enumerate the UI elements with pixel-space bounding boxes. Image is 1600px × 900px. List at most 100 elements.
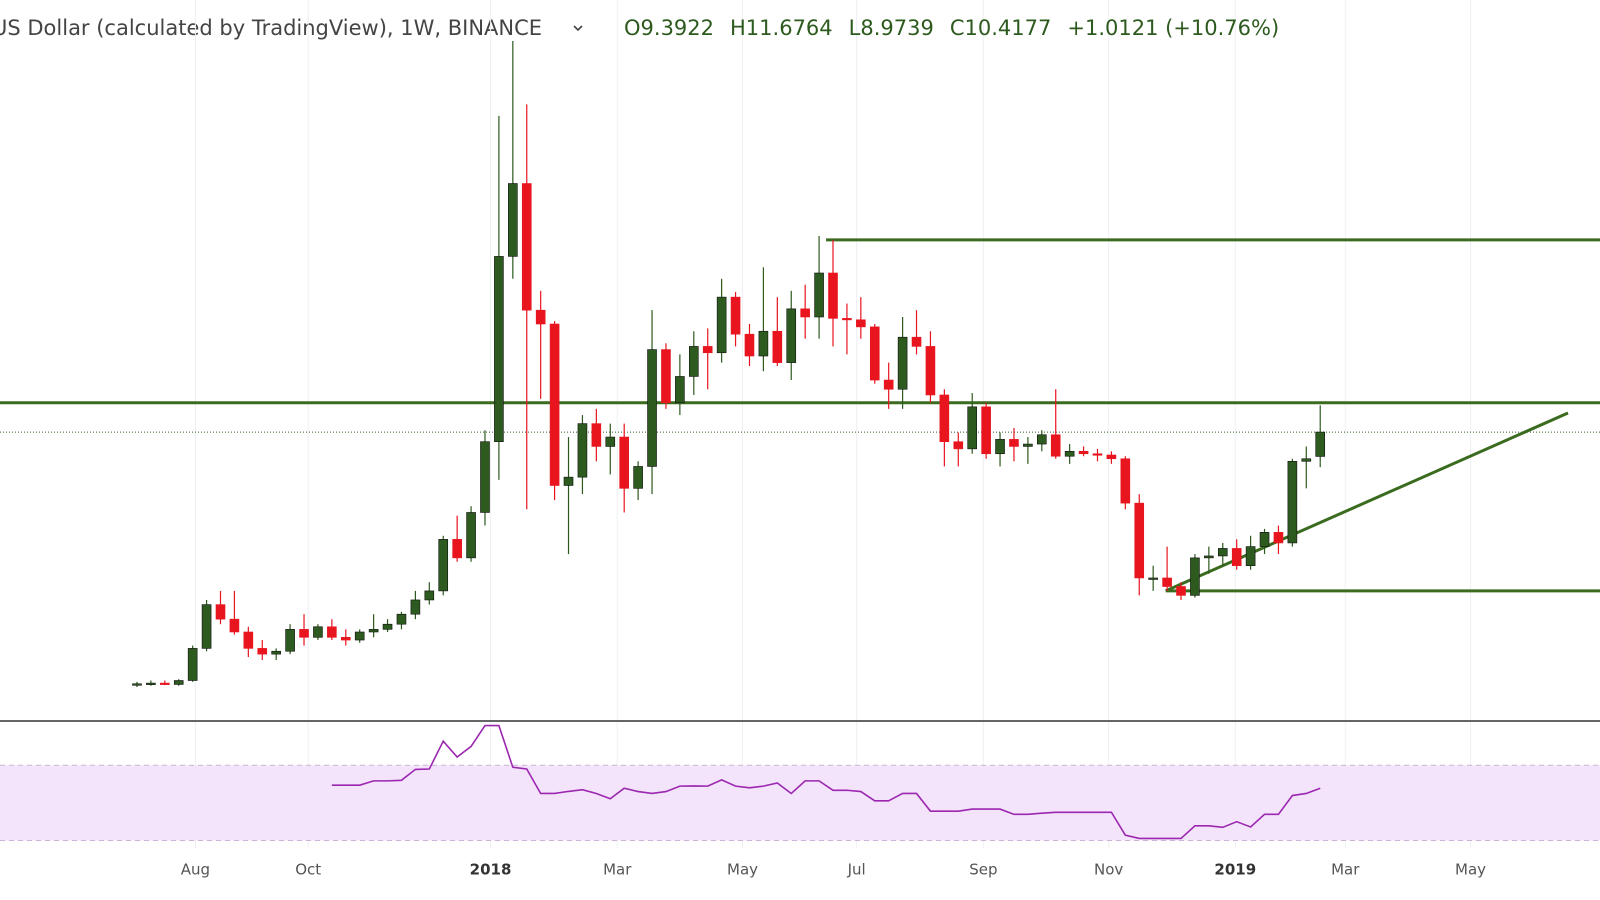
x-tick-label: Nov bbox=[1094, 861, 1123, 879]
candle-body bbox=[187, 648, 198, 681]
candle-body bbox=[828, 272, 838, 319]
candle-body bbox=[661, 349, 671, 404]
candle-body bbox=[494, 256, 504, 443]
candle-body bbox=[1301, 458, 1312, 462]
candle-body bbox=[160, 682, 170, 685]
candle-body bbox=[229, 618, 240, 633]
ohlc-label: C10.4177 bbox=[950, 16, 1052, 40]
candle-body bbox=[786, 308, 797, 363]
candle-body bbox=[1092, 453, 1103, 456]
candle-body bbox=[1273, 532, 1284, 544]
candle-body bbox=[563, 476, 574, 486]
candle-body bbox=[146, 682, 156, 685]
candle-body bbox=[1037, 434, 1047, 445]
candle-body bbox=[466, 512, 476, 559]
candle-body bbox=[382, 623, 393, 630]
candle-body bbox=[1106, 454, 1117, 460]
candle-body bbox=[1009, 439, 1019, 447]
x-tick-label: Aug bbox=[181, 861, 210, 879]
candle-body bbox=[243, 631, 254, 649]
candle-body bbox=[633, 466, 643, 489]
x-tick-label: 2019 bbox=[1214, 861, 1256, 879]
candle-body bbox=[953, 441, 964, 450]
x-tick-label: Jul bbox=[847, 861, 866, 879]
x-tick-label: May bbox=[727, 861, 758, 879]
candle-body bbox=[800, 308, 810, 318]
dropdown-icon[interactable] bbox=[573, 25, 583, 32]
candle-body bbox=[981, 406, 991, 455]
ohlc-label: L8.9739 bbox=[849, 16, 934, 40]
candle-body bbox=[730, 296, 741, 335]
candle-body bbox=[1245, 546, 1256, 567]
candle-body bbox=[424, 590, 435, 601]
candle-body bbox=[647, 349, 657, 467]
candle-body bbox=[452, 539, 462, 559]
candle-body bbox=[521, 183, 532, 311]
candle-body bbox=[438, 539, 449, 592]
candle-body bbox=[605, 436, 616, 447]
candle-body bbox=[1120, 458, 1131, 504]
rsi-line bbox=[331, 724, 1321, 840]
chart-title: US Dollar (calculated by TradingView), 1… bbox=[0, 16, 542, 40]
candle-body bbox=[869, 326, 880, 381]
candle-body bbox=[702, 346, 713, 354]
candle-body bbox=[1050, 434, 1061, 457]
candle-body bbox=[1217, 548, 1228, 557]
candle-body bbox=[744, 333, 755, 357]
candle-body bbox=[1148, 577, 1158, 580]
candle-body bbox=[132, 683, 142, 686]
candle-body bbox=[1315, 431, 1326, 457]
candle-body bbox=[939, 394, 950, 443]
x-tick-label: 2018 bbox=[470, 861, 512, 879]
ohlc-label: H11.6764 bbox=[730, 16, 833, 40]
candle-body bbox=[675, 376, 685, 404]
candle-body bbox=[591, 423, 602, 447]
candle-body bbox=[368, 629, 379, 633]
candle-body bbox=[577, 423, 588, 478]
candle-body bbox=[215, 604, 226, 620]
candle-body bbox=[1134, 502, 1145, 579]
candle-body bbox=[925, 346, 936, 396]
candle-body bbox=[1231, 548, 1242, 567]
candle-body bbox=[327, 626, 337, 638]
candle-body bbox=[1023, 443, 1033, 447]
candle-body bbox=[1064, 450, 1075, 457]
x-tick-label: May bbox=[1455, 861, 1486, 879]
candle-body bbox=[410, 599, 421, 615]
candle-body bbox=[1078, 450, 1089, 455]
candle-body bbox=[1259, 532, 1270, 547]
candle-body bbox=[911, 336, 922, 347]
candle-body bbox=[995, 439, 1005, 455]
trend-line bbox=[1165, 411, 1569, 593]
candle-body bbox=[549, 323, 560, 486]
candle-body bbox=[688, 346, 699, 377]
candle-body bbox=[883, 379, 894, 390]
x-tick-label: Mar bbox=[1331, 861, 1360, 879]
candle-body bbox=[299, 629, 309, 638]
candle-body bbox=[285, 629, 295, 652]
change-label: +1.0121 (+10.76%) bbox=[1067, 16, 1279, 40]
rsi-band bbox=[0, 765, 1600, 841]
candle-body bbox=[1287, 460, 1298, 544]
candle-body bbox=[814, 272, 824, 318]
candle-body bbox=[313, 626, 323, 638]
candle-body bbox=[340, 637, 351, 641]
candle-body bbox=[480, 441, 490, 513]
candle-body bbox=[271, 650, 281, 655]
candle-body bbox=[758, 330, 769, 357]
candle-body bbox=[1162, 577, 1172, 587]
candle-body bbox=[1204, 555, 1214, 559]
candle-body bbox=[716, 296, 727, 354]
candle-body bbox=[535, 309, 546, 325]
x-tick-label: Sep bbox=[969, 861, 997, 879]
candle-body bbox=[842, 318, 852, 321]
candle-body bbox=[619, 436, 629, 489]
candle-body bbox=[354, 631, 365, 641]
ohlc-label: O9.3922 bbox=[624, 16, 714, 40]
candle-body bbox=[772, 330, 783, 363]
candle-body bbox=[1176, 586, 1186, 596]
candle-body bbox=[967, 406, 978, 450]
candle-body bbox=[173, 680, 184, 685]
candle-body bbox=[257, 648, 268, 655]
